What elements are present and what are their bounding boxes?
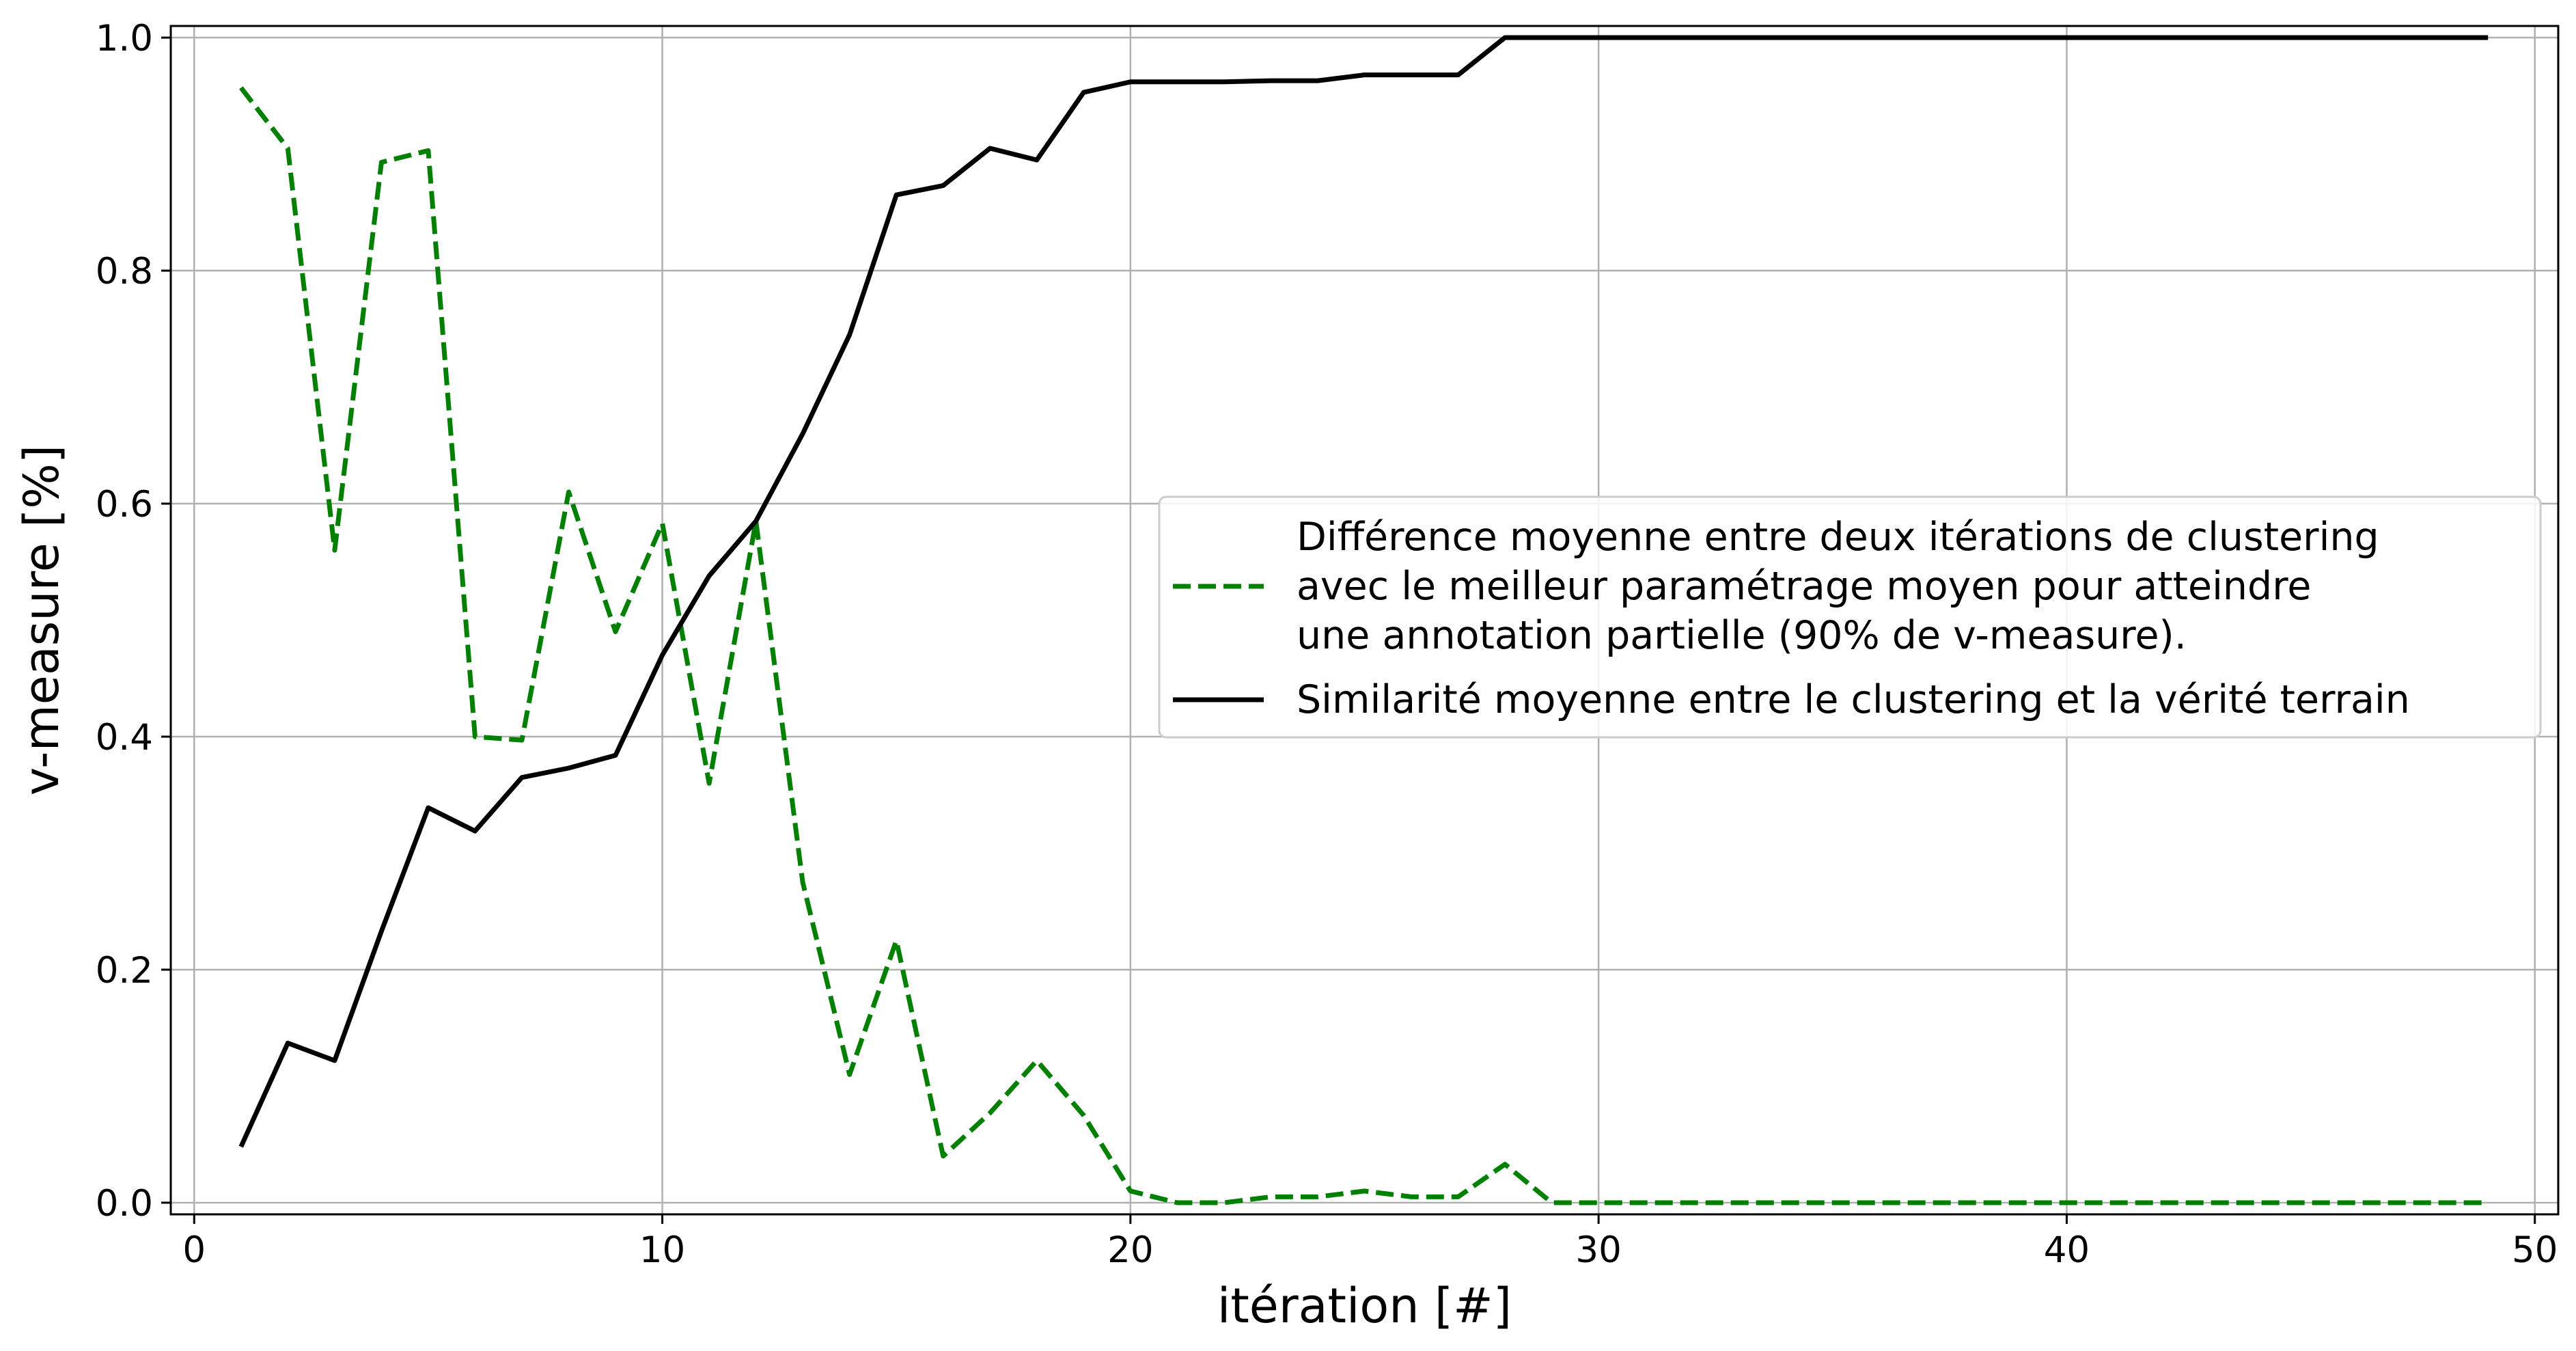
legend-box: [1158, 495, 2542, 739]
legend: Différence moyenne entre deux itérations…: [1158, 495, 2542, 739]
y-tick-label: 1.0: [96, 18, 153, 59]
legend-label-1: Différence moyenne entre deux itérations…: [1297, 515, 2379, 560]
y-tick-label: 0.2: [96, 950, 153, 992]
x-tick-label: 20: [1107, 1229, 1153, 1271]
y-tick-label: 0.8: [96, 251, 153, 292]
plot-frame: [169, 25, 2560, 1216]
x-axis-title: itération [#]: [1217, 1278, 1512, 1334]
y-axis-title: v-measure [%]: [14, 445, 70, 795]
x-tick-label: 40: [2044, 1229, 2090, 1271]
series-line-2: [238, 35, 2489, 1148]
y-tick-label: 0.6: [96, 484, 153, 526]
legend-label-2: Similarité moyenne entre le clustering e…: [1297, 677, 2410, 722]
x-tick-label: 0: [182, 1229, 206, 1271]
series-layer: [238, 35, 2489, 1205]
x-tick-label: 50: [2512, 1229, 2558, 1271]
x-tick-label: 10: [639, 1229, 685, 1271]
series-line-1: [239, 86, 2489, 1205]
legend-label-1: avec le meilleur paramétrage moyen pour …: [1297, 564, 2311, 609]
y-tick-label: 0.4: [96, 717, 153, 759]
y-tick-label: 0.0: [96, 1183, 153, 1225]
x-tick-label: 30: [1575, 1229, 1621, 1271]
axis-ticks: 0 10 20 30 40 50 0.0 0.2 0.4 0.6 0.8 1.0: [96, 18, 2558, 1271]
legend-label-1: une annotation partielle (90% de v-measu…: [1297, 613, 2187, 658]
